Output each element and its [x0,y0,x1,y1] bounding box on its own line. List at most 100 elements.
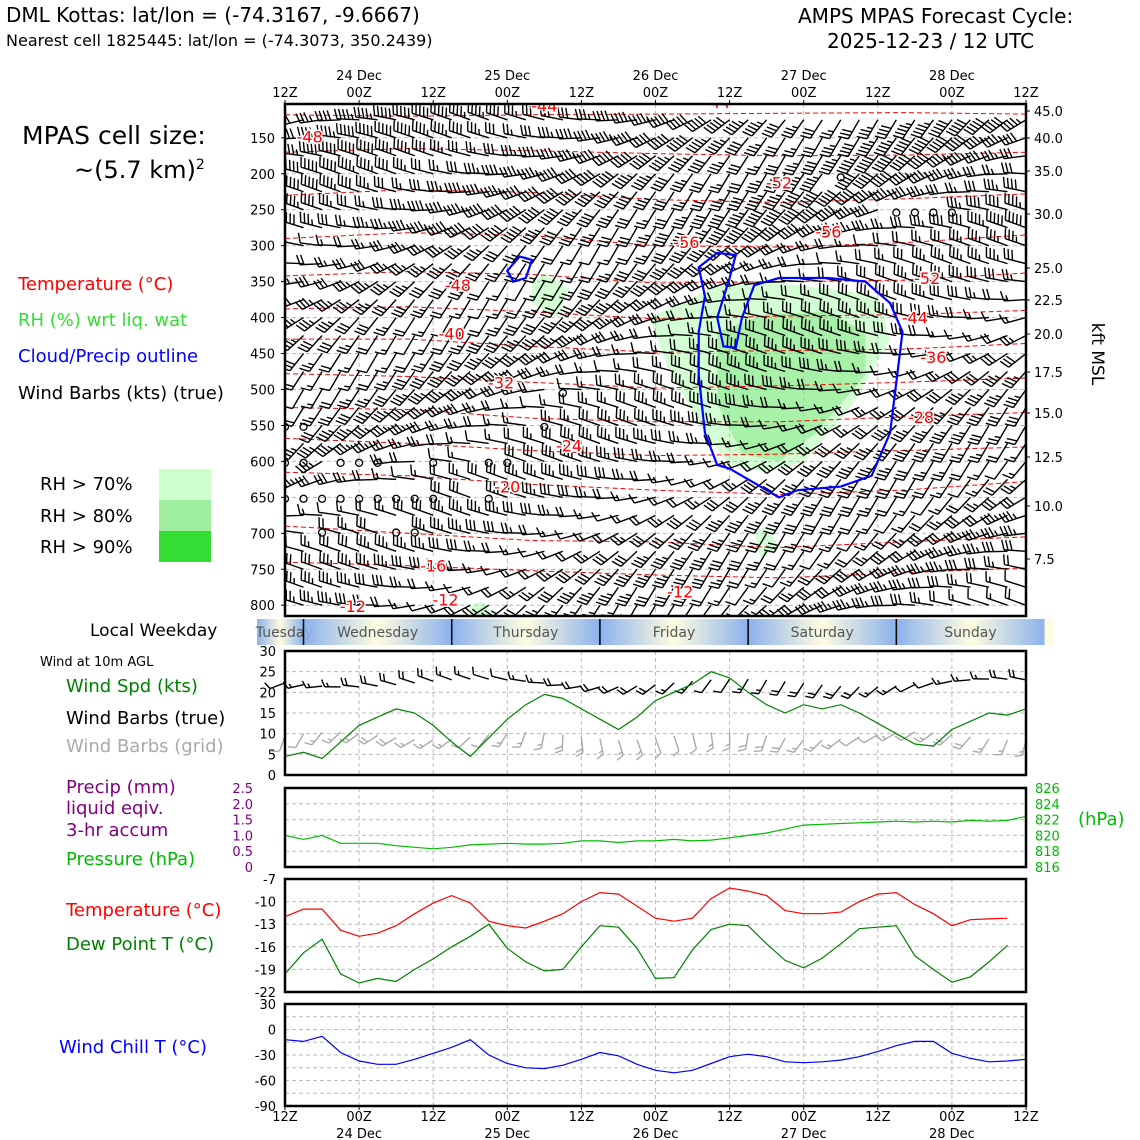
barb-flag [876,232,880,244]
wind-barb [1003,389,1026,409]
barb-staff [300,242,323,247]
barb-flag [724,393,728,404]
barb-flag [693,200,705,205]
barb-flag [860,128,871,133]
barb-flag [461,185,468,196]
wind-barb [609,315,638,328]
barb-flag [594,332,603,342]
barb-flag [434,498,437,510]
barb-flag [595,305,606,313]
barb-flag [357,281,367,290]
barb-half-flag [856,366,861,373]
barb-flag [466,252,476,259]
barb-flag [573,362,579,373]
barb-flag [757,259,765,270]
barb-flag [633,181,644,188]
barb-flag [845,188,855,196]
wind-barb [462,370,490,386]
wind-barb [521,104,545,121]
wind-barb [331,279,360,292]
barb-half-flag [508,387,513,394]
barb-half-flag [860,409,866,415]
wind-barb [540,299,564,319]
barb-flag [321,401,332,406]
barb-flag [430,497,433,508]
barb-flag [394,423,403,432]
barb-flag [510,165,517,176]
barb-flag [855,220,861,231]
barb-flag [950,393,961,400]
barb-half-flag [864,507,871,511]
barb-flag [285,452,292,458]
wind-barb [374,120,397,139]
wind-barb [411,119,434,139]
wind-barb [610,491,638,502]
barb-flag [578,307,588,314]
barb-flag [504,315,515,320]
barb-flag [373,286,383,294]
barb-flag [800,378,805,390]
wind-barb [929,425,953,445]
barb-half-flag [301,508,305,515]
barb-flag [319,405,330,409]
barb-flag [859,219,865,230]
barb-staff [781,279,804,283]
barb-staff [285,479,286,481]
barb-flag [835,250,839,261]
barb-flag [507,324,518,330]
barb-flag [901,137,912,144]
barb-flag [800,317,803,329]
barb-flag [609,318,618,328]
barb-flag [277,481,284,489]
barb-flag [969,151,977,161]
barb-flag [339,301,349,309]
barb-flag [943,169,950,180]
barb-staff [948,334,971,340]
barb-flag [354,429,364,437]
barb-flag [620,195,632,201]
wind-barb [816,358,841,373]
barb-flag [319,173,322,185]
wind-barb [314,442,341,458]
wind-barb [628,113,656,126]
wind-barb [578,425,601,445]
barb-flag [765,229,775,237]
barb-half-flag [881,254,884,261]
barb-flag [411,497,414,508]
barb-flag [586,428,588,439]
barb-flag [506,231,516,238]
barb-flag [468,293,480,298]
barb-flag [932,455,943,460]
barb-flag [786,164,797,169]
barb-flag [278,506,281,516]
barb-flag [583,192,593,200]
barb-half-flag [290,318,296,324]
barb-flag [563,235,574,240]
barb-flag [832,223,839,234]
barb-flag [380,106,384,118]
wind-barb [705,227,731,246]
barb-flag [616,315,625,325]
wind-barb [873,137,897,157]
barb-flag [641,152,652,161]
barb-flag [613,204,624,210]
barb-half-flag [343,367,350,370]
barb-flag [966,125,976,133]
barb-flag [936,214,939,225]
barb-staff [285,155,286,156]
wind-barb [856,496,879,518]
barb-flag [764,507,775,513]
wind-barb [723,304,749,319]
barb-flag [781,215,791,223]
barb-flag [672,139,682,147]
barb-flag [547,484,550,495]
barb-flag [639,113,647,123]
barb-flag [369,288,380,296]
wind-barb [927,406,953,425]
barb-staff [285,190,286,192]
barb-flag [333,108,338,120]
barb-flag [855,179,865,187]
barb-half-flag [476,357,483,362]
barb-flag [390,424,399,434]
barb-flag [506,340,517,347]
